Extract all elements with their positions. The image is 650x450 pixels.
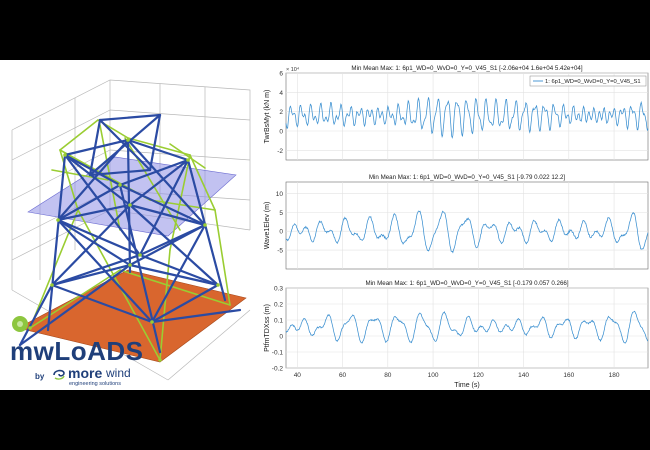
logo-product-name: mwLoADS xyxy=(10,336,144,366)
logo-brand-more: more xyxy=(68,365,103,381)
timeseries-charts: -2 0 2 4 6 Min Mean Max: 1: 6p1_WD=0_WvD=0_Y=… xyxy=(264,65,649,389)
y-tick-label: 2 xyxy=(279,109,283,116)
plot-area-3 xyxy=(285,287,649,369)
chart-title-2: Min Mean Max: 1: 6p1_WD=0_WvD=0_Y=0_V45_… xyxy=(369,174,566,181)
y-tick-label: -0.1 xyxy=(272,350,284,357)
y-exponent-label: × 10⁴ xyxy=(286,66,300,73)
y-tick-label: 0.3 xyxy=(274,286,283,293)
logo-brand-wind: wind xyxy=(106,366,131,380)
x-tick-label: 100 xyxy=(428,372,439,379)
x-tick-label: 160 xyxy=(563,372,574,379)
y-tick-label: 6 xyxy=(279,71,283,78)
series-line-1 xyxy=(285,96,649,139)
y-tick-label: 0 xyxy=(279,229,283,236)
logo-by: by xyxy=(35,372,45,381)
y-tick-label: 0 xyxy=(279,334,283,341)
y-tick-label: 10 xyxy=(276,191,284,198)
chart-title-1: Min Mean Max: 1: 6p1_WD=0_WvD=0_Y=0_V45_… xyxy=(351,65,582,72)
series-line-3 xyxy=(285,310,649,344)
y-tick-label: -5 xyxy=(277,248,283,255)
legend-box xyxy=(529,75,647,87)
x-tick-label: 60 xyxy=(339,372,347,379)
x-tick-label: 180 xyxy=(609,372,620,379)
x-tick-label: 40 xyxy=(294,372,302,379)
x-tick-label: 140 xyxy=(518,372,529,379)
y-axis-label-2: Wave1Elev (m) xyxy=(264,202,271,250)
x-tick-label: 80 xyxy=(384,372,392,379)
chart-title-3: Min Mean Max: 1: 6p1_WD=0_WvD=0_Y=0_V45_… xyxy=(365,280,568,287)
y-axis-label-3: PtfmTDXss (m) xyxy=(264,304,271,352)
y-axis-label-1: TwrBsMyt (kN m) xyxy=(264,90,271,144)
node-markers xyxy=(28,138,220,362)
y-tick-label: 0.2 xyxy=(274,302,283,309)
y-tick-label: 0.1 xyxy=(274,318,283,325)
figure-canvas: mwLoADS by more wind engineering solutio… xyxy=(0,60,650,390)
y-tick-label: -0.2 xyxy=(272,366,284,373)
series-line-2 xyxy=(285,210,649,254)
y-tick-label: 0 xyxy=(279,129,283,136)
y-tick-label: 4 xyxy=(279,90,283,97)
x-axis-label: Time (s) xyxy=(454,382,479,389)
legend-label: 1: 6p1_WD=0_WvD=0_Y=0_V45_S1 xyxy=(545,79,641,85)
logo-dot-inner xyxy=(17,321,23,327)
blue-members xyxy=(18,113,242,354)
y-tick-label: 5 xyxy=(279,210,283,217)
mwloads-logo: mwLoADS by more wind engineering solutio… xyxy=(8,310,143,390)
y-tick-label: -2 xyxy=(277,148,283,155)
plot-area-2 xyxy=(285,181,649,270)
jacket-3d-model xyxy=(11,79,251,381)
x-tick-label: 120 xyxy=(473,372,484,379)
morewind-swirl-icon xyxy=(53,369,65,380)
logo-tagline: engineering solutions xyxy=(69,381,121,387)
